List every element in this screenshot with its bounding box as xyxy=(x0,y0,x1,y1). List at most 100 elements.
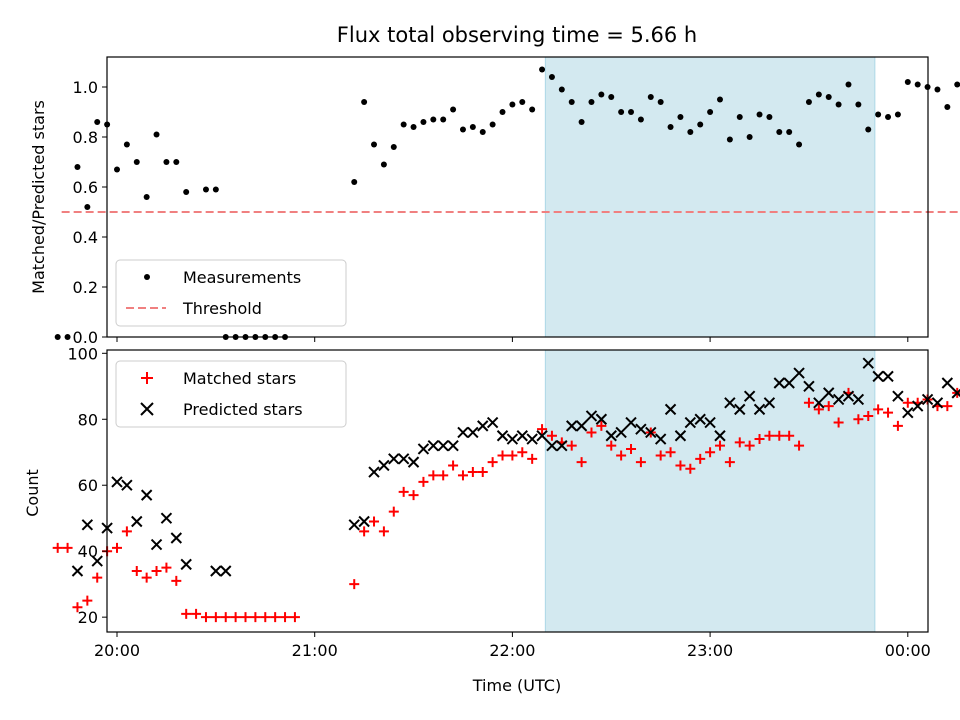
matched-stars-point xyxy=(517,447,528,458)
measurement-point xyxy=(805,99,812,105)
x-tick-label: 00:00 xyxy=(885,641,931,660)
measurement-point xyxy=(430,116,437,123)
predicted-stars-point xyxy=(803,380,815,392)
matched-stars-point xyxy=(833,417,844,428)
matched-stars-point xyxy=(734,437,745,448)
matched-stars-point xyxy=(230,612,241,623)
predicted-stars-point xyxy=(882,370,894,383)
predicted-stars-point xyxy=(813,397,825,409)
matched-stars-point xyxy=(942,401,953,412)
predicted-stars-point xyxy=(91,555,103,567)
predicted-stars-point xyxy=(625,416,637,429)
measurement-point xyxy=(578,119,585,125)
measurement-point xyxy=(845,81,852,88)
measurement-point xyxy=(568,99,575,105)
predicted-stars-point xyxy=(536,430,548,442)
legend-box xyxy=(115,360,347,428)
measurement-point xyxy=(786,129,793,135)
predicted-stars-point xyxy=(595,413,608,425)
matched-stars-point xyxy=(72,602,83,613)
matched-stars-point xyxy=(418,476,429,487)
measurement-point xyxy=(153,131,160,138)
matched-stars-point xyxy=(359,526,370,537)
predicted-stars-point xyxy=(358,515,370,528)
predicted-stars-point xyxy=(605,430,617,442)
predicted-stars-point xyxy=(526,433,538,445)
predicted-stars-point xyxy=(496,430,509,442)
matched-stars-point xyxy=(685,463,696,474)
predicted-stars-point xyxy=(210,565,222,577)
predicted-stars-point xyxy=(81,519,94,531)
predicted-stars-point xyxy=(902,406,914,419)
matched-stars-point xyxy=(853,414,864,425)
legend-label: Threshold xyxy=(182,299,262,318)
predicted-stars-point xyxy=(170,532,183,544)
measurement-point xyxy=(84,204,91,210)
chart-title: Flux total observing time = 5.66 h xyxy=(337,23,697,47)
predicted-stars-point xyxy=(516,430,528,442)
matched-stars-point xyxy=(497,450,508,461)
predicted-stars-point xyxy=(150,538,163,551)
predicted-stars-point xyxy=(348,519,360,531)
matched-stars-point xyxy=(873,404,884,415)
measurement-point xyxy=(114,166,120,173)
predicted-stars-point xyxy=(793,367,805,379)
predicted-stars-point xyxy=(378,459,390,472)
measurement-point xyxy=(835,101,842,108)
measurement-point xyxy=(450,106,457,113)
matched-stars-point xyxy=(280,612,291,623)
matched-stars-point xyxy=(774,430,785,441)
legend: Matched stars Predicted stars xyxy=(115,360,347,428)
matched-stars-point xyxy=(369,516,380,527)
matched-stars-point xyxy=(428,470,439,481)
predicted-stars-point xyxy=(911,400,924,412)
matched-stars-point xyxy=(457,470,468,481)
measurement-point xyxy=(469,124,476,130)
measurement-point xyxy=(894,111,901,118)
measurement-point xyxy=(420,119,427,125)
measurement-point xyxy=(479,129,486,135)
predicted-stars-point xyxy=(467,426,479,439)
predicted-stars-point xyxy=(674,430,687,442)
y-tick-label: 0.4 xyxy=(73,228,98,247)
predicted-stars-point xyxy=(664,403,677,416)
measurement-point xyxy=(875,111,882,118)
predicted-stars-point xyxy=(645,426,657,439)
measurement-point xyxy=(855,101,862,108)
matched-stars-point xyxy=(695,453,706,464)
matched-stars-point xyxy=(438,470,449,481)
matched-stars-point xyxy=(467,467,478,478)
measurement-point xyxy=(173,159,180,165)
measurement-point xyxy=(410,124,417,130)
matched-stars-point xyxy=(665,447,676,458)
matched-stars-point xyxy=(714,440,725,451)
predicted-stars-point xyxy=(823,387,835,399)
legend-label: Predicted stars xyxy=(183,400,303,419)
matched-stars-point xyxy=(398,486,409,497)
measurement-point xyxy=(667,124,674,130)
measurement-point xyxy=(400,121,407,128)
predicted-stars-point xyxy=(506,433,519,445)
measurement-point xyxy=(637,116,644,123)
predicted-stars-point xyxy=(407,456,420,468)
x-tick-label: 22:00 xyxy=(489,641,535,660)
predicted-stars-point xyxy=(941,377,954,389)
measurement-point xyxy=(202,186,209,193)
measurement-point xyxy=(697,121,704,128)
matched-stars-point xyxy=(260,612,271,623)
matched-stars-point xyxy=(408,490,419,501)
matched-stars-point xyxy=(635,457,646,468)
matched-stars-point xyxy=(586,427,597,438)
matched-stars-point xyxy=(566,440,577,451)
predicted-stars-point xyxy=(852,393,865,406)
matched-stars-point xyxy=(388,506,399,517)
predicted-stars-point xyxy=(368,466,380,478)
matched-stars-point xyxy=(596,420,607,431)
predicted-stars-point xyxy=(773,377,786,389)
matched-stars-point xyxy=(181,608,192,619)
measurement-point xyxy=(914,81,921,88)
matched-stars-point xyxy=(527,453,538,464)
predicted-stars-point xyxy=(121,479,133,491)
predicted-stars-point xyxy=(220,565,232,577)
matched-stars-point xyxy=(487,457,498,468)
